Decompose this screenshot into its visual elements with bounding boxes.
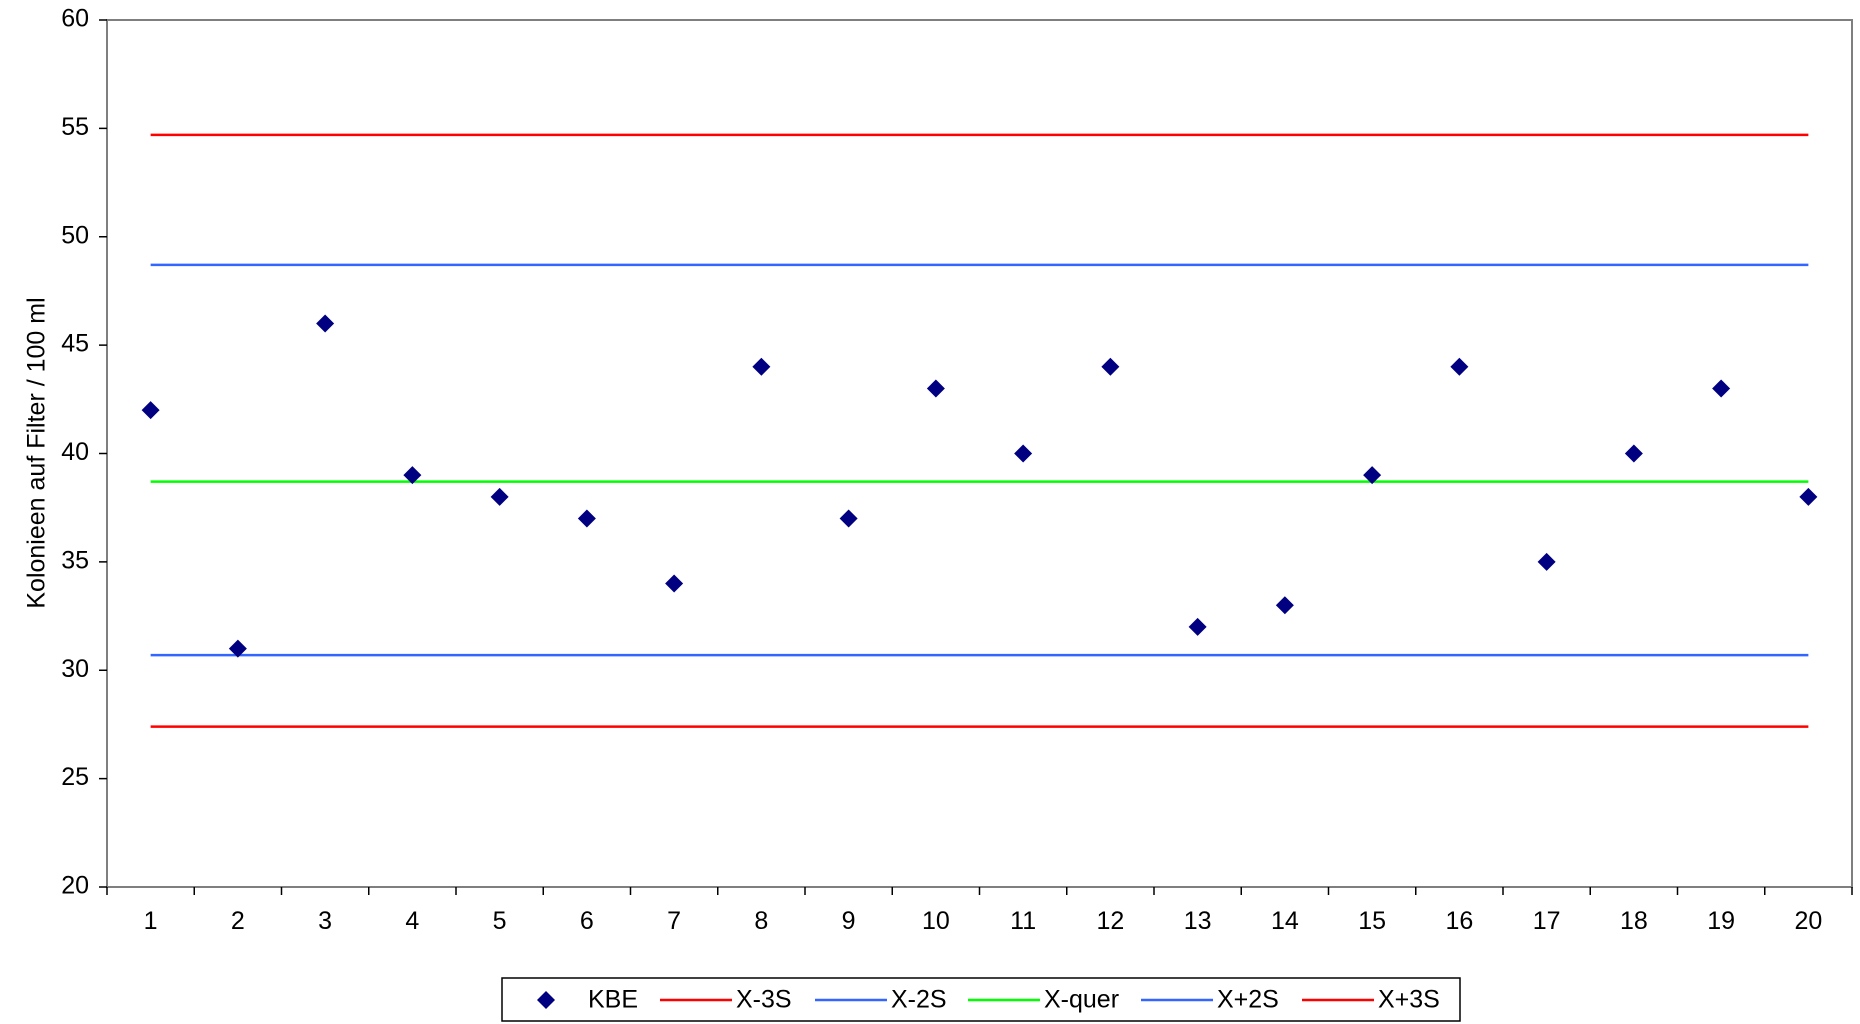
- x-tick-label: 9: [842, 907, 856, 935]
- x-tick-label: 12: [1096, 907, 1124, 935]
- x-tick-label: 20: [1794, 907, 1822, 935]
- legend-label: X+3S: [1378, 986, 1440, 1014]
- data-point: [1624, 444, 1643, 463]
- data-point: [316, 314, 335, 333]
- x-tick-label: 15: [1358, 907, 1386, 935]
- x-tick-label: 7: [667, 907, 681, 935]
- data-point: [1275, 596, 1294, 615]
- x-tick-label: 13: [1184, 907, 1212, 935]
- data-point: [1799, 487, 1818, 506]
- legend-label: X+2S: [1217, 986, 1279, 1014]
- legend-label: KBE: [588, 986, 638, 1014]
- plot-area: [106, 19, 1853, 888]
- x-tick-label: 8: [754, 907, 768, 935]
- data-point: [1363, 466, 1382, 485]
- data-point: [403, 466, 422, 485]
- x-tick-label: 4: [405, 907, 419, 935]
- data-point: [926, 379, 945, 398]
- y-tick-label: 50: [61, 221, 89, 249]
- legend-label: X-2S: [891, 986, 947, 1014]
- data-point: [839, 509, 858, 528]
- y-tick-label: 60: [61, 5, 89, 33]
- reference-lines: [150, 133, 1809, 728]
- legend: KBE X-3S X-2S X-quer X+2S X+3S: [501, 977, 1461, 1022]
- x-tick-label: 5: [493, 907, 507, 935]
- data-point: [1014, 444, 1033, 463]
- x-tick-label: 6: [580, 907, 594, 935]
- x-tick-label: 16: [1445, 907, 1473, 935]
- x-tick-label: 3: [318, 907, 332, 935]
- y-tick-label: 20: [61, 872, 89, 900]
- y-axis-title: Kolonieen auf Filter / 100 ml: [23, 297, 51, 608]
- x-tick-label: 17: [1533, 907, 1561, 935]
- x-tick-label: 10: [922, 907, 950, 935]
- y-tick-label: 35: [61, 546, 89, 574]
- y-tick-label: 40: [61, 438, 89, 466]
- x-tick-label: 1: [144, 907, 158, 935]
- legend-label: X-3S: [736, 986, 792, 1014]
- data-points: [141, 314, 1818, 658]
- legend-swatch-kbe: [537, 991, 555, 1009]
- x-axis: 1 2 3 4 5 6 7 8 9 10 11 12 13 14 15 16 17 18 19 20: [106, 887, 1853, 935]
- data-point: [1537, 552, 1556, 571]
- data-point: [141, 401, 160, 420]
- data-point: [1188, 617, 1207, 636]
- legend-label: X-quer: [1044, 986, 1119, 1014]
- x-tick-label: 2: [231, 907, 245, 935]
- x-tick-label: 19: [1707, 907, 1735, 935]
- x-tick-label: 14: [1271, 907, 1299, 935]
- y-tick-label: 30: [61, 655, 89, 683]
- y-tick-label: 55: [61, 113, 89, 141]
- y-tick-label: 45: [61, 330, 89, 358]
- x-tick-label: 18: [1620, 907, 1648, 935]
- data-point: [1101, 357, 1120, 376]
- data-point: [665, 574, 684, 593]
- data-point: [577, 509, 596, 528]
- x-tick-label: 11: [1010, 907, 1036, 935]
- data-point: [228, 639, 247, 658]
- data-point: [1712, 379, 1731, 398]
- y-axis: 20 25 30 35 40 45 50 55 60: [61, 5, 107, 900]
- data-point: [1450, 357, 1469, 376]
- data-point: [490, 487, 509, 506]
- y-tick-label: 25: [61, 763, 89, 791]
- data-point: [752, 357, 771, 376]
